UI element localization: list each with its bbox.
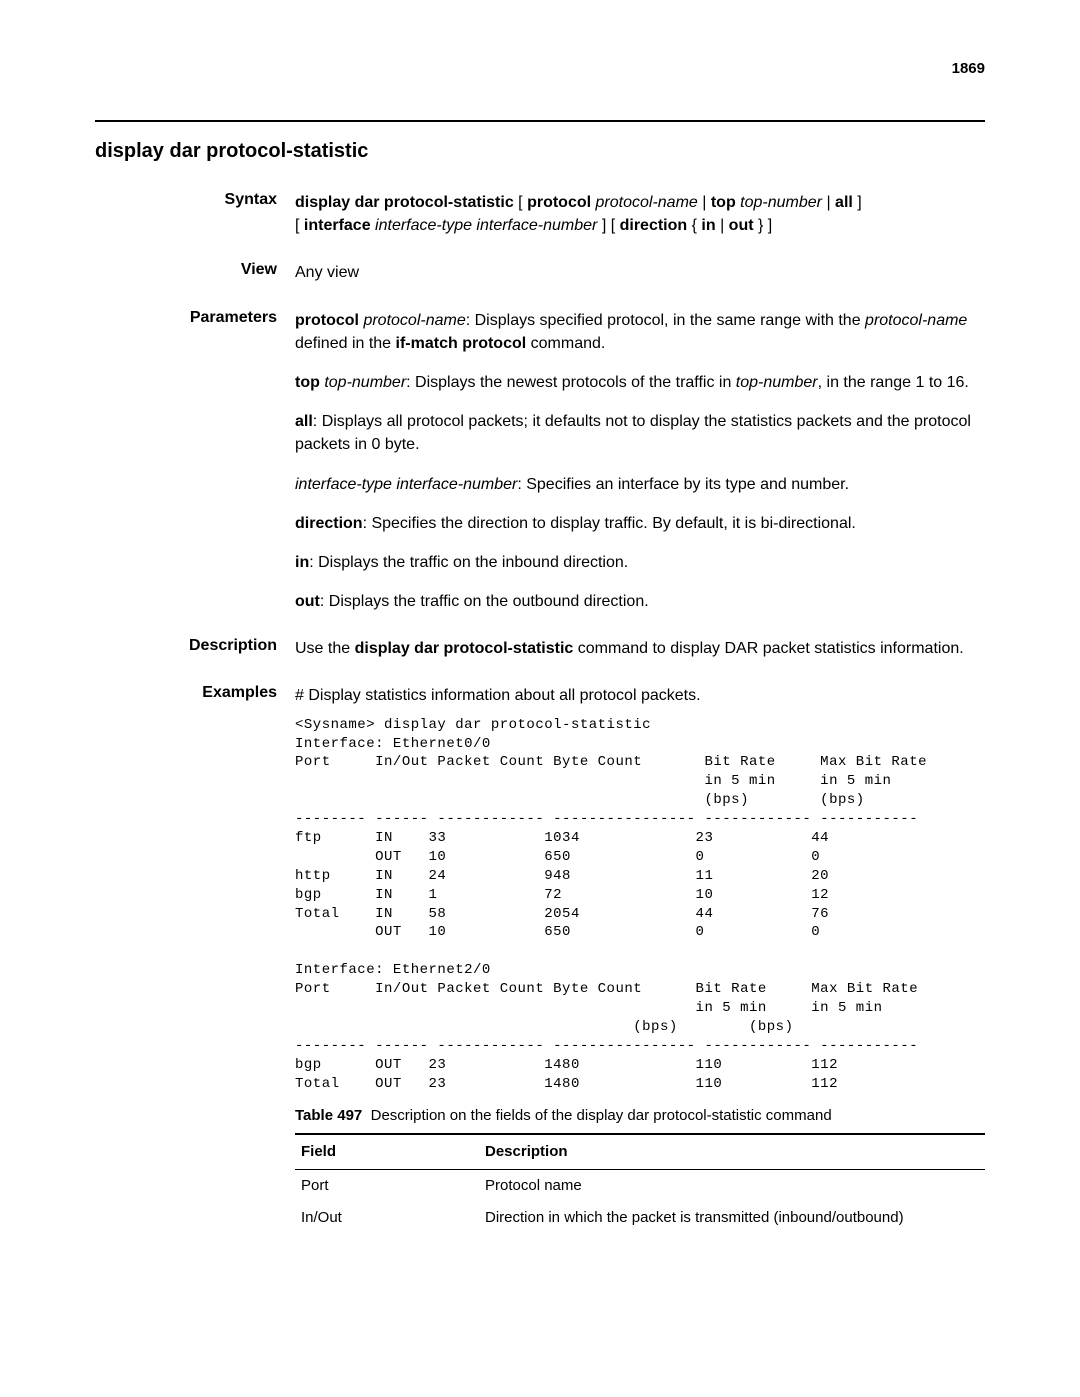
description-row: Description Use the display dar protocol… [95, 637, 985, 660]
description-text: Use the display dar protocol-statistic c… [295, 637, 985, 660]
parameters-row: Parameters protocol protocol-name: Displ… [95, 309, 985, 614]
th-desc: Description [485, 1134, 985, 1169]
examples-content: # Display statistics information about a… [295, 684, 985, 1233]
syntax-line2: [ interface interface-type interface-num… [295, 214, 985, 237]
desc-cell: Protocol name [485, 1169, 985, 1201]
parameter-item: out: Displays the traffic on the outboun… [295, 590, 985, 613]
view-row: View Any view [95, 261, 985, 284]
field-cell: In/Out [295, 1202, 485, 1234]
table-caption-text: Description on the fields of the display… [371, 1107, 832, 1124]
parameter-item: interface-type interface-number: Specifi… [295, 473, 985, 496]
table-row: PortProtocol name [295, 1169, 985, 1201]
examples-intro: # Display statistics information about a… [295, 684, 985, 707]
parameters-content: protocol protocol-name: Displays specifi… [295, 309, 985, 614]
cli-output: <Sysname> display dar protocol-statistic… [295, 716, 985, 1094]
th-field: Field [295, 1134, 485, 1169]
syntax-label: Syntax [95, 191, 295, 237]
section-title: display dar protocol-statistic [95, 140, 985, 163]
syntax-row: Syntax display dar protocol-statistic [ … [95, 191, 985, 237]
description-content: Use the display dar protocol-statistic c… [295, 637, 985, 660]
examples-label: Examples [95, 684, 295, 1233]
syntax-content: display dar protocol-statistic [ protoco… [295, 191, 985, 237]
view-label: View [95, 261, 295, 284]
fields-table: Field Description PortProtocol nameIn/Ou… [295, 1133, 985, 1233]
parameter-item: in: Displays the traffic on the inbound … [295, 551, 985, 574]
parameter-item: direction: Specifies the direction to di… [295, 512, 985, 535]
table-caption: Table 497 Description on the fields of t… [295, 1105, 985, 1127]
desc-cell: Direction in which the packet is transmi… [485, 1202, 985, 1234]
page-number: 1869 [952, 60, 985, 77]
parameter-item: all: Displays all protocol packets; it d… [295, 410, 985, 456]
parameter-item: protocol protocol-name: Displays specifi… [295, 309, 985, 355]
description-label: Description [95, 637, 295, 660]
syntax-line1: display dar protocol-statistic [ protoco… [295, 191, 985, 214]
table-row: In/OutDirection in which the packet is t… [295, 1202, 985, 1234]
parameters-label: Parameters [95, 309, 295, 614]
top-rule [95, 120, 985, 122]
field-cell: Port [295, 1169, 485, 1201]
view-content: Any view [295, 261, 985, 284]
parameter-item: top top-number: Displays the newest prot… [295, 371, 985, 394]
table-caption-prefix: Table 497 [295, 1107, 362, 1124]
examples-row: Examples # Display statistics informatio… [95, 684, 985, 1233]
